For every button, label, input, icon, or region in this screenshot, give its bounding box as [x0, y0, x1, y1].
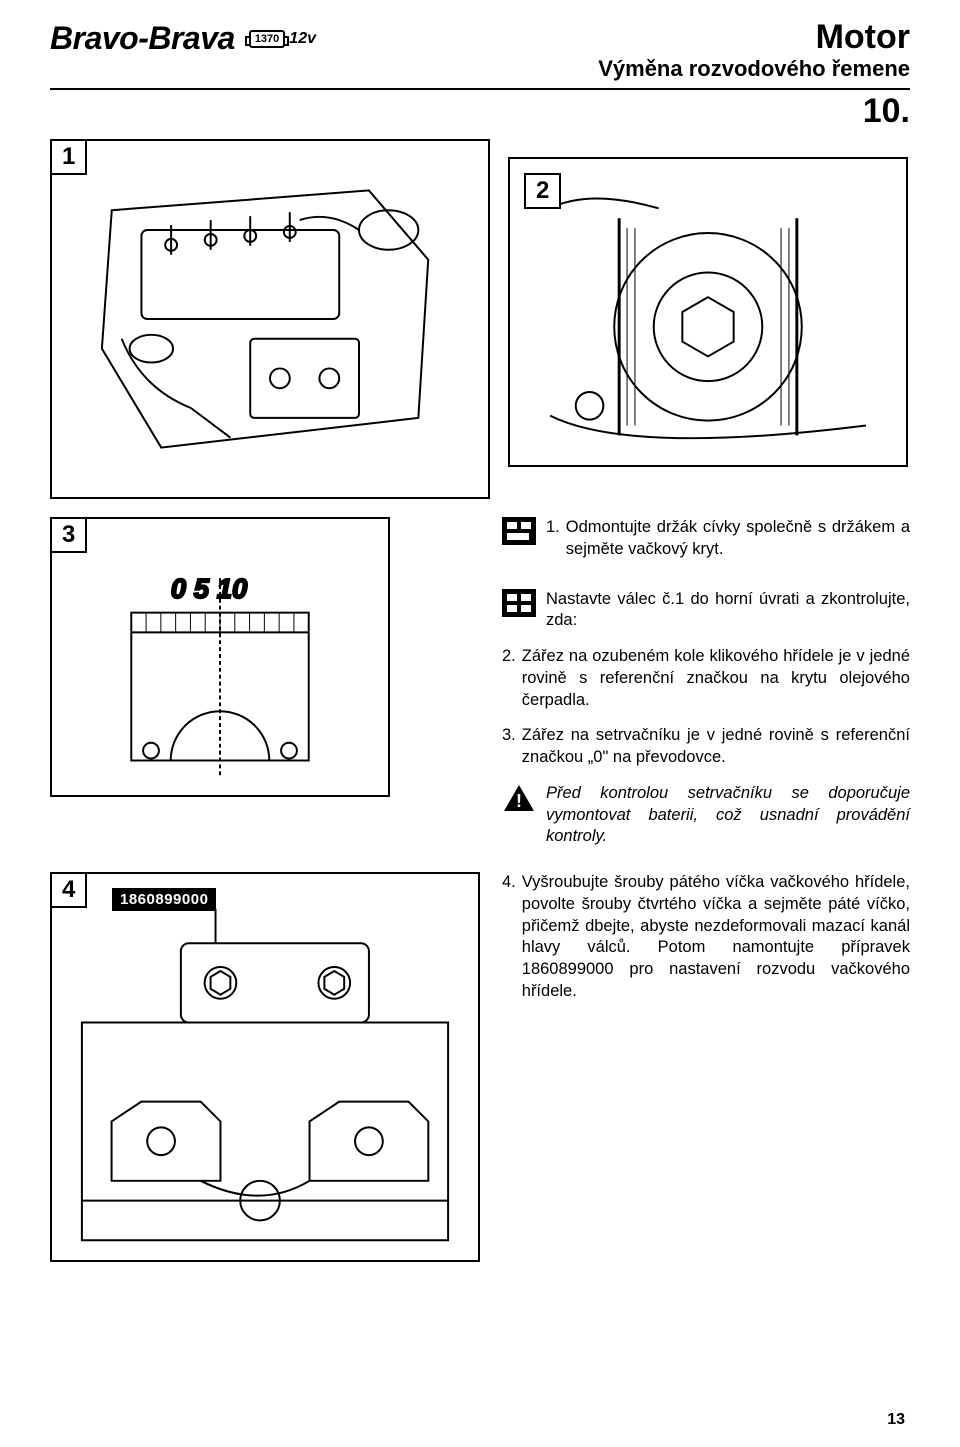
step-1b-text: Nastavte válec č.1 do horní úvrati a zko…: [546, 589, 910, 633]
page-header: Bravo-Brava 1370 12v Motor Výměna rozvod…: [50, 20, 910, 82]
figure-1-diagram: [52, 141, 488, 497]
header-left: Bravo-Brava 1370 12v: [50, 20, 316, 57]
figure-4-diagram: [52, 874, 478, 1260]
step-4-num: 4.: [502, 872, 516, 1003]
figure-row-1: 1 2: [50, 139, 910, 499]
step-2-num: 2.: [502, 646, 516, 711]
step-2-text: Zářez na ozubeném kole klikového hřídele…: [522, 646, 910, 711]
step-3-text: Zářez na setrvačníku je v jedné rovině s…: [522, 725, 910, 769]
figure-2-diagram: [510, 159, 906, 465]
svg-text:!: !: [516, 791, 522, 811]
header-rule: [50, 88, 910, 90]
figure-4-label: 4: [50, 872, 87, 908]
figure-4: 4 1860899000: [50, 872, 480, 1262]
figure-3-label: 3: [50, 517, 87, 553]
figure-2-label: 2: [524, 173, 561, 209]
procedure-icon: [502, 517, 536, 545]
warning-icon: !: [502, 783, 536, 813]
row-2: 3 0 5 10: [50, 517, 910, 862]
valve-label: 12v: [289, 30, 316, 48]
scale-text: 0 5 10: [171, 573, 248, 604]
instructions-column: 1. Odmontujte držák cívky společně s drž…: [502, 517, 910, 862]
section-number: 10.: [50, 92, 910, 131]
header-right: Motor Výměna rozvodového řemene: [598, 20, 910, 82]
subtitle: Výměna rozvodového řemene: [598, 56, 910, 82]
step-4-text: Vyšroubujte šrouby pátého víčka vačkovéh…: [522, 872, 910, 1003]
row-3: 4 1860899000: [50, 872, 910, 1262]
title-motor: Motor: [598, 20, 910, 54]
warning-block: ! Před kontrolou setrvačníku se doporuču…: [502, 783, 910, 848]
warning-text: Před kontrolou setrvačníku se doporučuje…: [546, 783, 910, 848]
figure-1-label: 1: [50, 139, 87, 175]
step-1b: Nastavte válec č.1 do horní úvrati a zko…: [502, 589, 910, 633]
step-1-num: 1.: [546, 517, 560, 561]
step-4: 4. Vyšroubujte šrouby pátého víčka vačko…: [502, 872, 910, 1003]
engine-badge: 1370 12v: [249, 30, 316, 48]
step-1-body: 1. Odmontujte držák cívky společně s drž…: [546, 517, 910, 575]
figure-2: 2: [508, 157, 908, 467]
engine-icon: 1370: [249, 30, 285, 48]
step-1-text: Odmontujte držák cívky společně s držáke…: [566, 517, 910, 561]
check-icon: [502, 589, 536, 617]
figure-3: 3 0 5 10: [50, 517, 390, 797]
col-left: 3 0 5 10: [50, 517, 480, 862]
step-2: 2. Zářez na ozubeném kole klikového hříd…: [502, 646, 910, 711]
brand-title: Bravo-Brava: [50, 20, 235, 57]
content-area: 1 2: [50, 139, 910, 1262]
page-number: 13: [887, 1411, 905, 1429]
figure-3-diagram: 0 5 10: [52, 519, 388, 795]
step-1: 1. Odmontujte držák cívky společně s drž…: [502, 517, 910, 575]
step-3: 3. Zářez na setrvačníku je v jedné rovin…: [502, 725, 910, 769]
step-3-num: 3.: [502, 725, 516, 769]
figure-1: 1: [50, 139, 490, 499]
